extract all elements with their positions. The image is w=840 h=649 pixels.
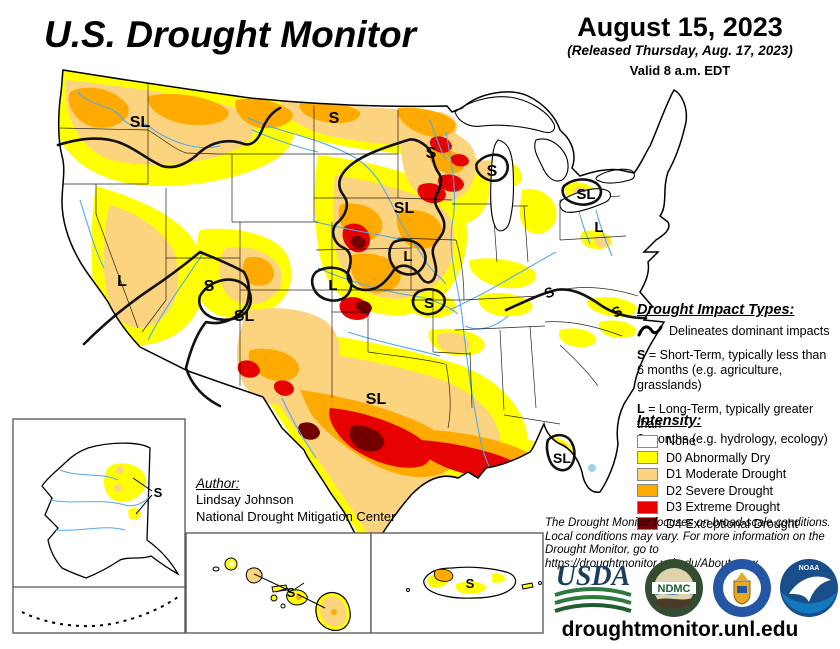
impact-label-sl: SL: [394, 200, 415, 217]
hawaii-inset: [185, 532, 372, 634]
conus-outline: [57, 69, 688, 560]
department-of-commerce-logo: [712, 559, 771, 617]
legend-item-d1: D1 Moderate Drought: [637, 467, 839, 481]
swatch-d3: [637, 500, 658, 514]
impact-label-sl: SL: [576, 186, 595, 203]
impact-label-l: L: [403, 248, 412, 265]
release-date: (Released Thursday, Aug. 17, 2023): [567, 43, 793, 58]
author-name: Lindsay Johnson: [196, 492, 294, 507]
long-term-definition: L = Long-Term, typically greater than 6 …: [637, 402, 828, 446]
puerto-rico-inset: [370, 532, 544, 634]
impact-label-s: S: [204, 278, 215, 295]
legend-item-none: None: [637, 434, 839, 448]
impact-delineation-lines: [56, 106, 648, 472]
date-block: August 15, 2023 (Released Thursday, Aug.…: [520, 12, 840, 78]
impact-label-sl: SL: [553, 450, 571, 466]
author-org: National Drought Mitigation Center: [196, 509, 396, 524]
impact-label-s: S: [287, 585, 296, 600]
squiggle-line-icon: [637, 325, 663, 337]
swatch-d2: [637, 484, 658, 497]
impact-label-sl: SL: [366, 391, 387, 408]
impact-label-sl: SL: [130, 114, 151, 131]
impact-label-l: L: [594, 219, 603, 236]
author-heading: Author:: [196, 476, 240, 491]
impact-types-legend: Drought Impact Types: Delineates dominan…: [637, 302, 839, 447]
noaa-logo: NOAA: [779, 559, 838, 617]
impact-label-s: S: [466, 576, 475, 591]
impact-label-s: S: [426, 145, 437, 162]
impact-label-s: S: [329, 110, 340, 127]
author-block: Author: Lindsay Johnson National Drought…: [196, 476, 395, 525]
page-title: U.S. Drought Monitor: [44, 14, 416, 55]
legend-item-d3: D3 Extreme Drought: [637, 500, 839, 514]
map-date: August 15, 2023: [577, 12, 783, 42]
ndmc-logo: NDMC: [645, 559, 704, 617]
usda-logo: USDA: [554, 561, 632, 613]
intensity-heading: Intensity:: [637, 413, 702, 429]
valid-time: Valid 8 a.m. EDT: [629, 63, 731, 78]
swatch-d0: [637, 451, 658, 464]
intensity-legend: Intensity: None D0 Abnormally Dry D1 Mod…: [637, 413, 839, 533]
swatch-none: [637, 434, 658, 448]
alaska-inset: [12, 418, 186, 634]
rivers: [77, 91, 613, 477]
site-url: droughtmonitor.unl.edu: [561, 618, 799, 641]
state-borders: [59, 78, 639, 429]
agency-logos: USDA NDMC NOAA: [549, 557, 839, 619]
impact-label-s: S: [487, 163, 498, 180]
impact-label-l: L: [117, 273, 127, 290]
disclaimer: The Drought Monitor focuses on broad-sca…: [545, 517, 831, 570]
impact-label-l: L: [328, 277, 337, 294]
legend-item-d0: D0 Abnormally Dry: [637, 451, 839, 465]
swatch-d4: [637, 517, 658, 530]
delineates-label: Delineates dominant impacts: [669, 324, 830, 338]
svg-text:NOAA: NOAA: [799, 565, 820, 572]
impact-label-sl: SL: [234, 308, 255, 325]
impact-legend-heading: Drought Impact Types:: [637, 302, 795, 318]
short-term-definition: S = Short-Term, typically less than 6 mo…: [637, 348, 827, 392]
impact-label-s: S: [424, 295, 434, 312]
svg-text:NDMC: NDMC: [658, 583, 691, 595]
svg-text:USDA: USDA: [556, 561, 631, 592]
impact-label-s: S: [154, 485, 163, 500]
legend-item-d4: D4 Exceptional Drought: [637, 517, 839, 531]
legend-item-d2: D2 Severe Drought: [637, 484, 839, 498]
swatch-d1: [637, 467, 658, 481]
